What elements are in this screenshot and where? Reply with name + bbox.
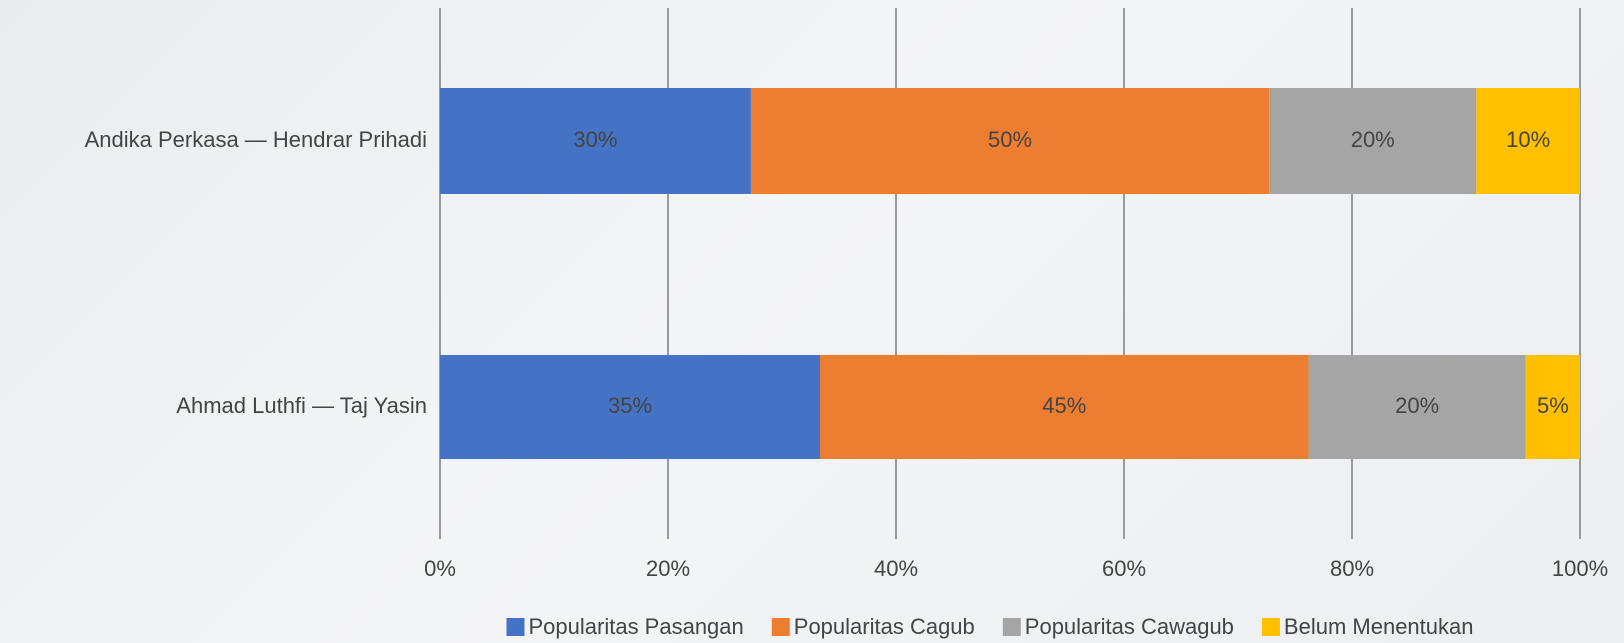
data-label: 5% bbox=[1537, 393, 1569, 418]
legend-label: Popularitas Pasangan bbox=[529, 614, 744, 639]
bar-segment bbox=[1525, 355, 1580, 459]
legend-label: Popularitas Cawagub bbox=[1025, 614, 1234, 639]
x-tick-label: 0% bbox=[424, 556, 456, 581]
bar-segment bbox=[820, 355, 1309, 459]
legend-swatch bbox=[1261, 618, 1280, 636]
legend-swatch bbox=[771, 618, 790, 636]
category-label: Ahmad Luthfi — Taj Yasin bbox=[176, 393, 427, 418]
legend-swatch bbox=[1002, 618, 1021, 636]
data-label: 30% bbox=[573, 127, 617, 152]
legend-swatch bbox=[506, 618, 525, 636]
bar-segment bbox=[440, 355, 820, 459]
bar-segment bbox=[1269, 88, 1477, 194]
bar-segment bbox=[440, 88, 751, 194]
data-label: 35% bbox=[608, 393, 652, 418]
data-label: 45% bbox=[1042, 393, 1086, 418]
bar-segment bbox=[750, 88, 1270, 194]
data-label: 10% bbox=[1506, 127, 1550, 152]
data-label: 20% bbox=[1351, 127, 1395, 152]
x-tick-label: 20% bbox=[646, 556, 690, 581]
legend-label: Popularitas Cagub bbox=[794, 614, 975, 639]
category-label: Andika Perkasa — Hendrar Prihadi bbox=[85, 127, 427, 152]
data-label: 50% bbox=[988, 127, 1032, 152]
data-label: 20% bbox=[1395, 393, 1439, 418]
x-tick-label: 100% bbox=[1552, 556, 1608, 581]
bar-segment bbox=[1476, 88, 1580, 194]
x-tick-label: 80% bbox=[1330, 556, 1374, 581]
x-tick-label: 60% bbox=[1102, 556, 1146, 581]
bar-segment bbox=[1308, 355, 1526, 459]
x-tick-label: 40% bbox=[874, 556, 918, 581]
legend-label: Belum Menentukan bbox=[1284, 614, 1474, 639]
